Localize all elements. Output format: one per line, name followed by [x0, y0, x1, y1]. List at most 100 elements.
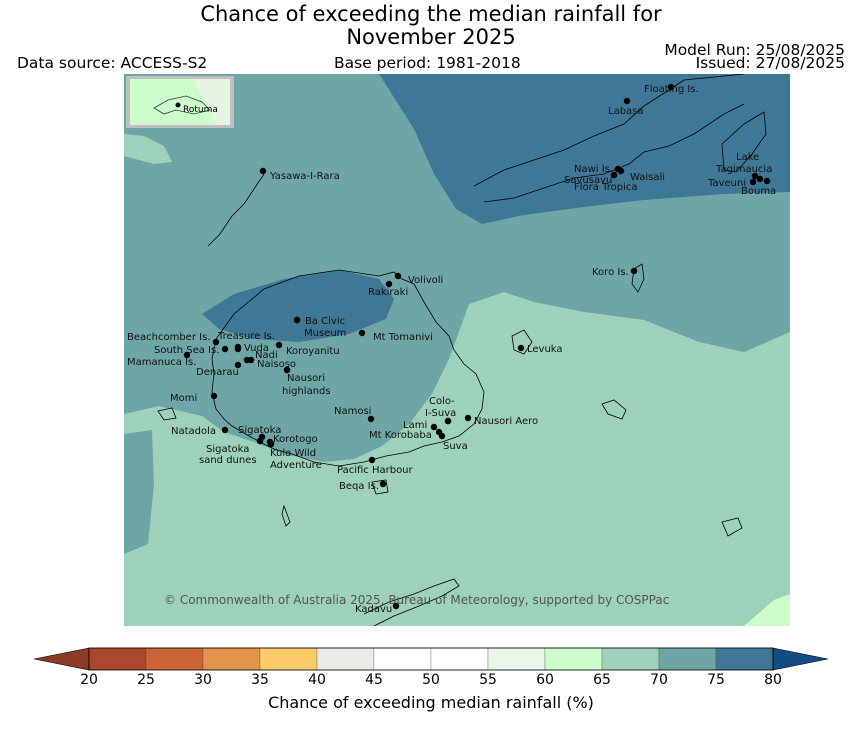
place-marker [379, 480, 387, 488]
rotuma-coast [153, 95, 211, 115]
place-marker [385, 280, 393, 288]
place-label: Tagimaucia [715, 164, 772, 175]
place-marker [430, 423, 438, 431]
place-label: Vuda [244, 343, 269, 354]
inset-label: Rotuma [183, 105, 218, 115]
place-label: Museum [304, 328, 346, 339]
issued-date: Issued: 27/08/2025 [695, 54, 845, 72]
place-marker [247, 356, 255, 364]
place-marker [368, 456, 376, 464]
place-label: Koroyanitu [286, 346, 340, 357]
colorbar-segment [715, 647, 774, 671]
place-label: Natadola [171, 426, 216, 437]
rainfall-map: Rotuma Floating Is.Labasa Nawi Is.Savusav… [124, 74, 790, 626]
place-marker [444, 417, 452, 425]
place-label: Denarau [196, 367, 239, 378]
colorbar-frame [88, 647, 774, 671]
ovalau-island [511, 329, 533, 355]
colorbar-segment [259, 647, 318, 671]
place-marker [763, 177, 771, 185]
place-label: Levuka [527, 344, 563, 355]
east-island-1 [601, 399, 627, 420]
colorbar-segment [202, 647, 261, 671]
place-marker [751, 172, 759, 180]
colorbar-tick-label: 75 [707, 672, 725, 688]
place-label: Koro Is. [592, 267, 629, 278]
place-label: highlands [282, 386, 331, 397]
place-label: Kula Wild [270, 448, 316, 459]
beqa-island [371, 479, 389, 495]
place-label: Lake [736, 152, 759, 163]
region-65-70-nw [124, 134, 172, 164]
place-marker [367, 415, 375, 423]
place-marker [259, 167, 267, 175]
colorbar-tick-label: 35 [251, 672, 269, 688]
place-marker [630, 267, 638, 275]
region-65-70-south [124, 292, 790, 626]
colorbar-under-arrow [33, 647, 90, 671]
west-island [157, 407, 177, 421]
colorbar [33, 647, 829, 671]
place-marker [749, 178, 757, 186]
place-marker [267, 440, 275, 448]
place-label: Lami [403, 420, 427, 431]
place-label: Savusavu [564, 175, 612, 186]
place-label: Nawi Is. [574, 164, 613, 175]
place-label: Korotogo [273, 434, 318, 445]
place-marker [234, 361, 242, 369]
colorbar-segment [373, 647, 432, 671]
region-70-75-west [124, 430, 154, 554]
place-marker [667, 83, 675, 91]
place-label: Naisoso [257, 359, 296, 370]
kadavu-island [363, 578, 460, 626]
colorbar-tick-label: 65 [593, 672, 611, 688]
koro-island [631, 263, 645, 293]
colorbar-segment [316, 647, 375, 671]
inset-region [194, 79, 230, 125]
region-75-80-central [202, 270, 394, 342]
place-marker [212, 338, 220, 346]
colorbar-segment [544, 647, 603, 671]
place-label: Yasawa-I-Rara [269, 171, 340, 182]
place-marker [210, 392, 218, 400]
copyright-note: © Commonwealth of Australia 2025, Bureau… [164, 593, 669, 607]
place-label: Mamanuca Is. [127, 357, 196, 368]
colorbar-segment [88, 647, 147, 671]
colorbar-tick-label: 30 [194, 672, 212, 688]
place-marker [623, 97, 631, 105]
colorbar-tick-label: 45 [365, 672, 383, 688]
base-period: Base period: 1981-2018 [334, 54, 521, 72]
colorbar-segment [601, 647, 660, 671]
colorbar-tick-label: 70 [650, 672, 668, 688]
map-title-line2: November 2025 [346, 25, 516, 49]
colorbar-tick-label: 80 [764, 672, 782, 688]
south-island [281, 504, 291, 527]
place-label: Bouma [741, 186, 776, 197]
place-marker [392, 602, 400, 610]
place-marker [358, 329, 366, 337]
place-label: Momi [170, 393, 197, 404]
place-label: Labasa [608, 106, 644, 117]
place-label: Taveuni [707, 178, 746, 189]
colorbar-over-arrow [772, 647, 829, 671]
place-label: Nausori Aero [474, 416, 538, 427]
place-label: Sigatoka [238, 425, 281, 436]
place-label: Colo- [429, 396, 455, 407]
colorbar-tick-label: 50 [422, 672, 440, 688]
place-label: sand dunes [199, 455, 257, 466]
place-label: Waisali [630, 172, 665, 183]
place-label: Ba Civic [305, 316, 345, 327]
place-marker [221, 345, 229, 353]
place-marker [617, 167, 625, 175]
colorbar-tick-label: 25 [137, 672, 155, 688]
rotuma-dot [175, 102, 181, 108]
place-label: Volivoli [408, 275, 443, 286]
place-label: Beqa Is. [339, 481, 379, 492]
vanua-levu-south-coast [483, 103, 745, 203]
east-island-2 [721, 517, 743, 537]
place-marker [394, 272, 402, 280]
place-marker [610, 171, 618, 179]
place-marker [517, 344, 525, 352]
vanua-levu-north-coast [473, 74, 745, 187]
place-labels: Floating Is.Labasa Nawi Is.Savusavu Waisal… [127, 83, 776, 615]
